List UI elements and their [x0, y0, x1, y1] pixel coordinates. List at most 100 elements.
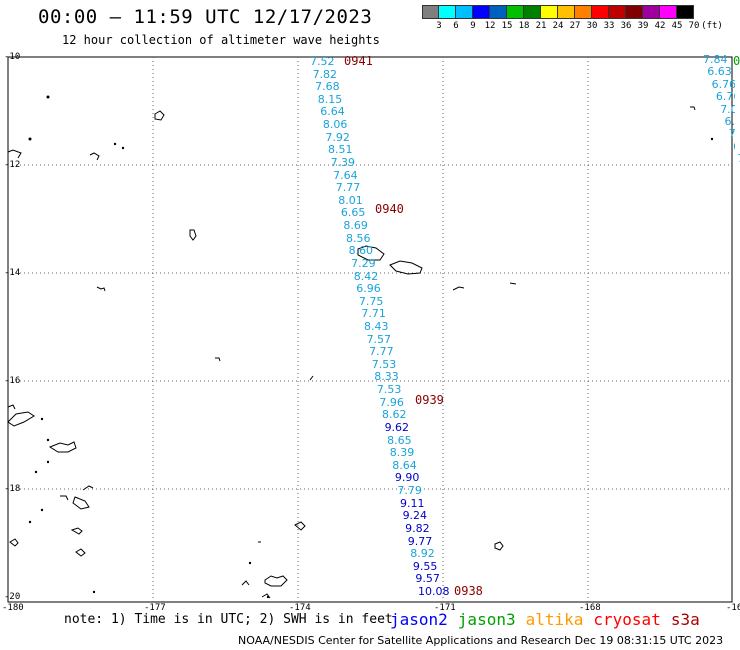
scale-swatch: [558, 5, 575, 19]
pass-time-label: 0939: [415, 393, 444, 407]
wave-height-label: 7.75: [358, 294, 384, 308]
wave-height-label: 8.51: [328, 143, 353, 157]
wave-height-label: 7.57: [366, 332, 392, 346]
wave-height-label: 9.90: [394, 471, 420, 485]
scale-swatch: [541, 5, 558, 19]
scale-label: 45: [671, 21, 683, 31]
scale-label: 70: [688, 21, 700, 31]
scale-label: 30: [586, 21, 598, 31]
wave-height-label: 7.03: [720, 102, 735, 116]
wave-height-label: 9.24: [402, 509, 428, 523]
scale-label: 24: [552, 21, 564, 31]
wave-height-label: 9.82: [405, 521, 430, 535]
page-subtitle: 12 hour collection of altimeter wave hei…: [62, 33, 380, 47]
scale-label: 3: [436, 21, 442, 31]
wave-height-label: 8.15: [317, 92, 343, 106]
scale-swatch: [439, 5, 456, 19]
wave-height-label: 8.56: [346, 231, 371, 245]
wave-height-label: 6.65: [340, 206, 366, 220]
wave-height-label: 8.92: [410, 547, 435, 561]
scale-label: 9: [470, 21, 476, 31]
wave-height-label: 7.64: [333, 168, 358, 182]
footer-credit: NOAA/NESDIS Center for Satellite Applica…: [238, 634, 724, 647]
wave-height-label: 9.55: [412, 559, 438, 573]
wave-height-label: 7.82: [312, 67, 338, 81]
lat-label: -10: [4, 52, 21, 62]
wave-height-label: 9.62: [384, 420, 410, 434]
wave-height-label: 7.77: [335, 181, 361, 195]
satellite-legend-item: jason3: [457, 610, 516, 629]
scale-label: 42: [654, 21, 666, 31]
scale-swatch: [473, 5, 490, 19]
scale-swatch: [524, 5, 541, 19]
scale-swatch: [592, 5, 609, 19]
scale-label: 27: [569, 21, 581, 31]
scale-swatch: [490, 5, 507, 19]
wave-height-color-scale: 3 6 9 12 15 18 21 24 27 30 33 36 39 42 45 70 (ft): [422, 5, 728, 35]
scale-swatch: [575, 5, 592, 19]
scale-swatch: [626, 5, 643, 19]
scale-labels: 3 6 9 12 15 18 21 24 27 30 33 36 39 42 45 70 (ft): [422, 21, 728, 35]
lon-label: -180: [2, 603, 24, 613]
wave-height-label: 6.64: [320, 105, 345, 119]
wave-height-label: 9.77: [407, 534, 433, 548]
scale-swatch: [456, 5, 473, 19]
wave-height-label: 6.96: [356, 282, 381, 296]
wave-height-label: 7.53: [371, 357, 397, 371]
scale-swatch: [609, 5, 626, 19]
scale-label: 6: [453, 21, 459, 31]
scale-label: 39: [637, 21, 649, 31]
wave-height-label: 6.76: [715, 90, 735, 104]
scale-swatch: [507, 5, 524, 19]
wave-height-label: 8.06: [322, 118, 348, 132]
wave-height-label: 7.71: [361, 307, 386, 321]
scale-swatches: [422, 5, 728, 19]
grid-lines: [8, 57, 732, 602]
lat-label: -18: [4, 484, 21, 494]
wave-height-label: 10.08: [418, 585, 450, 598]
small-islets: [28, 95, 714, 599]
scale-unit: (ft): [701, 21, 723, 31]
satellite-legend-item: jason2: [390, 610, 448, 629]
wave-height-label: 8.33: [374, 370, 399, 384]
satellite-legend-item: s3a: [670, 610, 700, 629]
wave-height-label: 9.57: [415, 572, 440, 586]
wave-height-label: 7.79: [397, 484, 422, 498]
wave-height-label: 8.65: [387, 433, 412, 447]
scale-swatch: [660, 5, 677, 19]
wave-height-label: 8.42: [353, 269, 379, 283]
pass-time-label: 0940: [375, 202, 404, 216]
wave-height-label: 6.76: [711, 77, 735, 91]
wave-height-label: 8.69: [343, 219, 368, 233]
note-text: note: 1) Time is in UTC; 2) SWH is in fe…: [64, 612, 393, 627]
map-area: [0, 52, 740, 612]
lon-label: -174: [289, 603, 311, 613]
coastlines: [7, 106, 696, 599]
wave-height-label: 6.9: [724, 115, 736, 128]
wave-height-label: 7.84: [703, 53, 728, 66]
wave-height-label: 8.39: [389, 446, 415, 460]
wave-height-label: 7.96: [379, 395, 404, 409]
pass-time-label: 0938: [454, 584, 483, 598]
wave-height-label: 7.77: [369, 345, 394, 359]
scale-swatch: [643, 5, 660, 19]
lon-label: -177: [144, 603, 166, 613]
satellite-legend: jason2 jason3 altika cryosat s3a: [390, 610, 710, 629]
scale-label: 21: [535, 21, 547, 31]
wave-height-label: 7.53: [376, 383, 402, 397]
wave-height-label: 7.0: [728, 127, 735, 141]
wave-height-label: 8.64: [392, 458, 417, 472]
scale-label: 12: [484, 21, 496, 31]
wave-height-label: 6.63: [707, 65, 732, 79]
scale-swatch: [677, 5, 694, 19]
lon-label: -171: [434, 603, 456, 613]
scale-swatch: [422, 5, 439, 19]
scale-label: 36: [620, 21, 632, 31]
wave-height-label: 7.52: [310, 55, 335, 68]
wave-height-label: 8.43: [364, 320, 389, 333]
scale-label: 15: [501, 21, 513, 31]
wave-height-label: 7.92: [325, 130, 350, 144]
wave-height-label: 7.29: [351, 256, 376, 270]
lat-label: -12: [4, 160, 21, 170]
